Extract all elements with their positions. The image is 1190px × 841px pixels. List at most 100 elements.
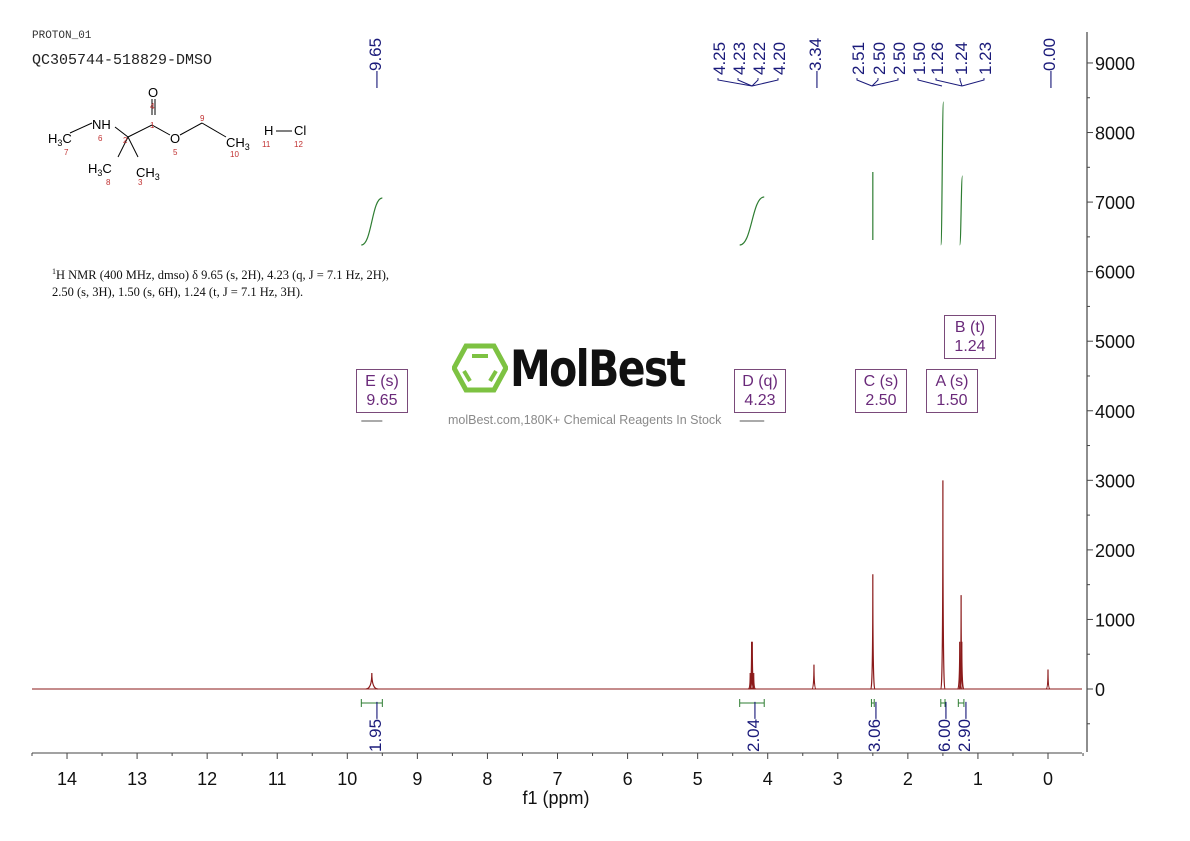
svg-text:11: 11 (262, 140, 271, 149)
integral-value: 1.95— (366, 702, 385, 752)
y-tick-label: 6000 (1095, 263, 1135, 283)
peak-connector (717, 78, 753, 87)
y-tick-label: 7000 (1095, 193, 1135, 213)
peak-connector (917, 78, 943, 87)
integral-curve (959, 175, 964, 246)
x-axis-title: f1 (ppm) (522, 788, 589, 808)
integral-value: 6.00— (935, 702, 954, 752)
y-tick-label: 5000 (1095, 332, 1135, 352)
molbest-logo-icon (452, 343, 508, 393)
multiplet-title: D (q) (742, 373, 778, 390)
x-tick-label: 3 (833, 769, 843, 789)
y-tick-label: 2000 (1095, 541, 1135, 561)
brand-tagline: molBest.com,180K+ Chemical Reagents In S… (448, 413, 722, 427)
peak-pick-label: —3.34 (806, 38, 825, 88)
svg-text:O: O (148, 85, 158, 100)
nmr-text-line1: H NMR (400 MHz, dmso) δ 9.65 (s, 2H), 4.… (56, 268, 390, 283)
peak-connector (871, 78, 879, 87)
x-tick-label: 6 (623, 769, 633, 789)
svg-text:NH: NH (92, 117, 111, 132)
x-tick-label: 1 (973, 769, 983, 789)
svg-text:3: 3 (138, 178, 143, 187)
peak-pick-label: 2.50 (870, 42, 889, 75)
multiplet-shift: 1.24 (954, 338, 986, 355)
svg-text:2: 2 (123, 136, 128, 145)
peak-pick-label: 1.50 (910, 42, 929, 75)
y-tick-label: 3000 (1095, 471, 1135, 491)
multiplet-box-A: A (s) 1.50 (926, 369, 978, 413)
peak-connector (856, 78, 873, 87)
sample-id: QC305744-518829-DMSO (32, 52, 213, 69)
x-tick-label: 0 (1043, 769, 1053, 789)
spectrum-peak (870, 574, 876, 690)
x-tick-label: 4 (763, 769, 773, 789)
spectrum-peak (940, 480, 946, 690)
peak-connector (959, 78, 963, 87)
svg-text:5: 5 (173, 148, 178, 157)
peak-pick-label: 4.20 (770, 42, 789, 75)
y-tick-label: 0 (1095, 680, 1105, 700)
spectrum-peak (1045, 669, 1051, 690)
peak-pick-label: 4.25 (710, 42, 729, 75)
svg-text:H3C: H3C (88, 161, 112, 178)
brand-name: MolBest (510, 340, 686, 398)
multiplet-box-E: E (s) 9.65 (356, 369, 408, 413)
svg-text:H: H (264, 123, 273, 138)
svg-text:H3C: H3C (48, 131, 72, 148)
x-tick-label: 10 (337, 769, 357, 789)
peak-pick-label: 1.26 (928, 42, 947, 75)
peak-connector (935, 78, 963, 87)
svg-text:Cl: Cl (294, 123, 306, 138)
svg-text:10: 10 (230, 150, 239, 159)
integral-curve (739, 196, 765, 246)
peak-connector (871, 78, 899, 87)
y-tick-label: 8000 (1095, 124, 1135, 144)
y-tick-label: 4000 (1095, 402, 1135, 422)
nmr-description: 1H NMR (400 MHz, dmso) δ 9.65 (s, 2H), 4… (52, 263, 432, 301)
spectrum-peak (811, 664, 817, 690)
multiplet-title: E (s) (365, 373, 399, 390)
peak-connector (737, 78, 753, 87)
svg-text:6: 6 (98, 134, 103, 143)
chemical-structure: H3C NH O O CH3 H3C CH3 H Cl 412 67 5 9108… (48, 85, 306, 187)
y-tick-label: 1000 (1095, 610, 1135, 630)
x-tick-label: 8 (482, 769, 492, 789)
svg-text:1: 1 (150, 121, 155, 130)
peak-connector (751, 78, 759, 87)
svg-text:7: 7 (64, 148, 69, 157)
integral-value: 2.04— (744, 702, 763, 752)
x-tick-label: 5 (693, 769, 703, 789)
svg-text:CH3: CH3 (136, 165, 160, 182)
integral-value: 2.90— (955, 702, 974, 752)
x-tick-label: 7 (553, 769, 563, 789)
peak-pick-label: 2.50 (890, 42, 909, 75)
svg-text:O: O (170, 131, 180, 146)
nmr-text-line2: 2.50 (s, 3H), 1.50 (s, 6H), 1.24 (t, J =… (52, 285, 304, 300)
svg-text:12: 12 (294, 140, 303, 149)
integral-curve (361, 197, 383, 246)
peak-pick-label: 4.22 (750, 42, 769, 75)
x-tick-label: 12 (197, 769, 217, 789)
multiplet-box-D: D (q) 4.23 (734, 369, 786, 413)
x-tick-label: 2 (903, 769, 913, 789)
svg-text:9: 9 (200, 114, 205, 123)
peak-pick-label: 1.23 (976, 42, 995, 75)
svg-text:8: 8 (106, 178, 111, 187)
multiplet-title: B (t) (954, 319, 986, 336)
multiplet-shift: 4.23 (744, 392, 776, 409)
integral-curve (940, 101, 945, 246)
peak-pick-label: —0.00 (1040, 38, 1059, 88)
peak-pick-label: 2.51 (849, 42, 868, 75)
peak-pick-label: 4.23 (730, 42, 749, 75)
multiplet-shift: 2.50 (865, 392, 897, 409)
isotope-superscript: 1 (52, 267, 56, 276)
x-tick-label: 13 (127, 769, 147, 789)
peak-connector (961, 78, 985, 87)
integral-value: 3.06— (865, 702, 884, 752)
svg-text:CH3: CH3 (226, 135, 250, 152)
experiment-name: PROTON_01 (32, 30, 92, 42)
x-tick-label: 14 (57, 769, 77, 789)
peak-pick-label: —9.65 (366, 38, 385, 88)
